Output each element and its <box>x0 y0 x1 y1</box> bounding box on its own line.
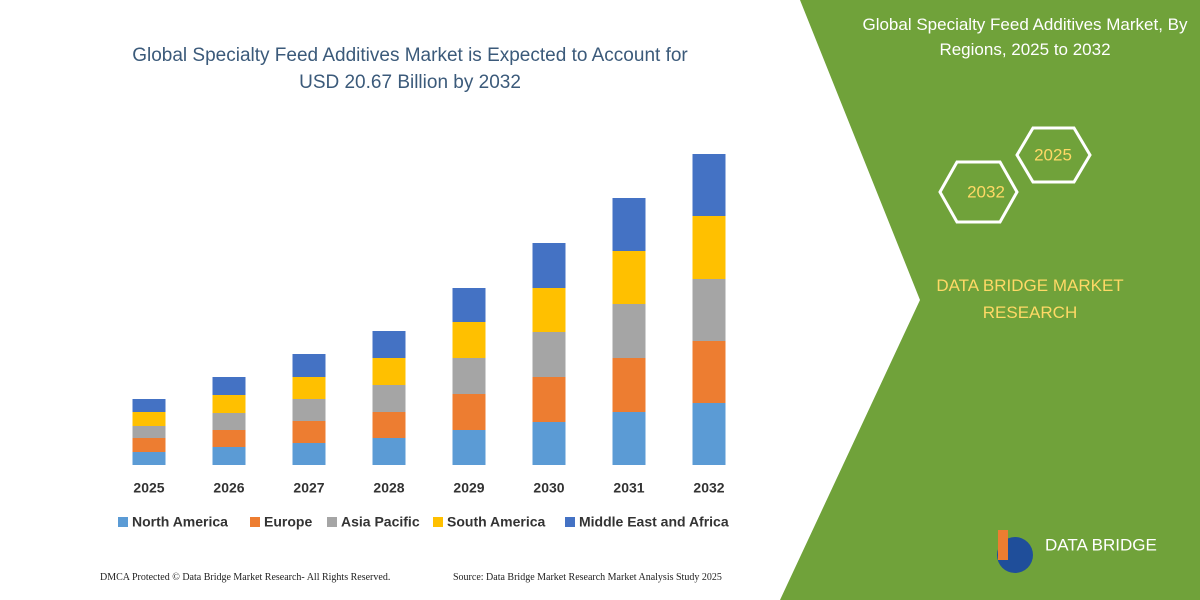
x-tick-label: 2032 <box>693 480 724 496</box>
legend-swatch <box>118 517 128 527</box>
side-panel-bg <box>780 0 1200 600</box>
bar-segment <box>372 331 406 358</box>
x-tick-label: 2026 <box>213 480 244 496</box>
bar-segment <box>692 403 726 465</box>
bar-segment <box>372 358 406 385</box>
bar-segment <box>132 452 166 465</box>
legend-label: South America <box>447 514 545 530</box>
hexagon <box>1015 126 1092 184</box>
x-tick-label: 2025 <box>133 480 164 496</box>
panel-title: Global Specialty Feed Additives Market, … <box>862 15 1188 59</box>
bar-segment <box>532 288 566 332</box>
bar-segment <box>532 332 566 377</box>
bar-segment <box>612 251 646 304</box>
x-tick-label: 2028 <box>373 480 404 496</box>
x-tick-label: 2030 <box>533 480 564 496</box>
bar-segment <box>692 216 726 279</box>
legend-label: Europe <box>264 514 312 530</box>
bar-segment <box>372 385 406 412</box>
bar-segment <box>692 341 726 403</box>
bar-segment <box>212 430 246 447</box>
logo-mark <box>998 530 1008 560</box>
bar-segment <box>452 430 486 465</box>
bar-segment <box>612 358 646 412</box>
bar-segment <box>452 322 486 358</box>
bar-segment <box>372 438 406 465</box>
bar-segment <box>212 377 246 395</box>
legend-swatch <box>565 517 575 527</box>
bar-segment <box>132 412 166 426</box>
brand: DATA BRIDGE MARKET RESEARCH <box>936 276 1124 322</box>
bar-segment <box>692 279 726 341</box>
legend-swatch <box>250 517 260 527</box>
x-tick-label: 2031 <box>613 480 644 496</box>
bar-segment <box>292 399 326 421</box>
bar-segment <box>132 426 166 438</box>
legend-label: Asia Pacific <box>341 514 420 530</box>
bar-segment <box>132 399 166 412</box>
footer-left: DMCA Protected © Data Bridge Market Rese… <box>100 572 391 583</box>
bar-segment <box>372 412 406 438</box>
bar-segment <box>292 354 326 377</box>
bar-segment <box>532 422 566 465</box>
bar-segment <box>292 377 326 399</box>
hexagon-label: 2032 <box>967 182 1005 201</box>
x-tick-label: 2027 <box>293 480 324 496</box>
bar-segment <box>692 154 726 216</box>
bar-segment <box>452 288 486 322</box>
legend-swatch <box>327 517 337 527</box>
hexagon <box>938 160 1019 224</box>
bar-segment <box>612 304 646 358</box>
bar-segment <box>612 198 646 251</box>
bar-segment <box>452 358 486 394</box>
legend-swatch <box>433 517 443 527</box>
bar-segment <box>532 243 566 288</box>
hexagon-label: 2025 <box>1034 145 1072 164</box>
footer-right: Source: Data Bridge Market Research Mark… <box>453 572 722 583</box>
chart-title: Global Specialty Feed Additives Market i… <box>132 45 688 93</box>
legend-label: Middle East and Africa <box>579 514 729 530</box>
legend-label: North America <box>132 514 228 530</box>
bar-segment <box>532 377 566 422</box>
bar-segment <box>292 443 326 465</box>
bar-segment <box>212 395 246 413</box>
bar-segment <box>212 413 246 430</box>
logo-text: DATA BRIDGE <box>1045 535 1157 554</box>
bar-segment <box>612 412 646 465</box>
bar-segment <box>132 438 166 452</box>
bar-segment <box>212 447 246 465</box>
bar-segment <box>292 421 326 443</box>
bar-segment <box>452 394 486 430</box>
x-tick-label: 2029 <box>453 480 484 496</box>
